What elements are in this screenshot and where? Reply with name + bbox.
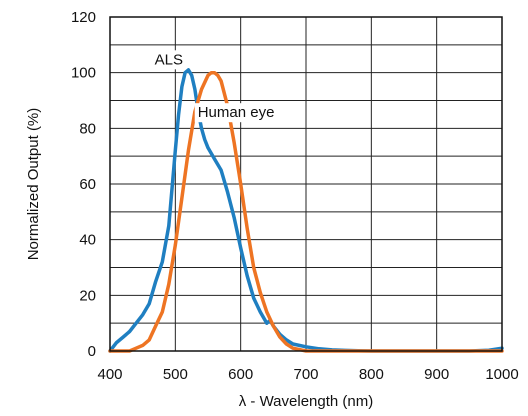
y-tick-label: 60 bbox=[79, 176, 96, 193]
x-axis-title: λ - Wavelength (nm) bbox=[239, 393, 373, 410]
annotation-background bbox=[151, 50, 186, 70]
plot-frame bbox=[109, 16, 503, 352]
y-tick-label: 100 bbox=[71, 65, 96, 82]
y-tick-label: 40 bbox=[79, 232, 96, 249]
y-tick-label: 80 bbox=[79, 120, 96, 137]
annotation-background bbox=[194, 103, 278, 123]
series-line-human-eye bbox=[108, 70, 504, 353]
annotation-label: ALS bbox=[155, 51, 183, 68]
annotation-label: Human eye bbox=[198, 104, 275, 121]
x-tick-label: 400 bbox=[97, 366, 122, 383]
y-tick-label: 0 bbox=[88, 343, 96, 360]
y-axis-title: Normalized Output (%) bbox=[25, 108, 42, 261]
x-tick-label: 900 bbox=[424, 366, 449, 383]
annotations: ALS Human eye bbox=[151, 50, 278, 123]
y-tick-label: 120 bbox=[71, 9, 96, 26]
series-lines bbox=[108, 68, 504, 353]
tick-labels: 400 500 600 700 800 900 1000 0 20 40 60 80 100 120 bbox=[71, 9, 519, 383]
x-tick-label: 800 bbox=[359, 366, 384, 383]
x-tick-label: 600 bbox=[228, 366, 253, 383]
x-tick-label: 700 bbox=[293, 366, 318, 383]
x-tick-label: 500 bbox=[163, 366, 188, 383]
x-tick-label: 1000 bbox=[485, 366, 518, 383]
y-tick-label: 20 bbox=[79, 287, 96, 304]
